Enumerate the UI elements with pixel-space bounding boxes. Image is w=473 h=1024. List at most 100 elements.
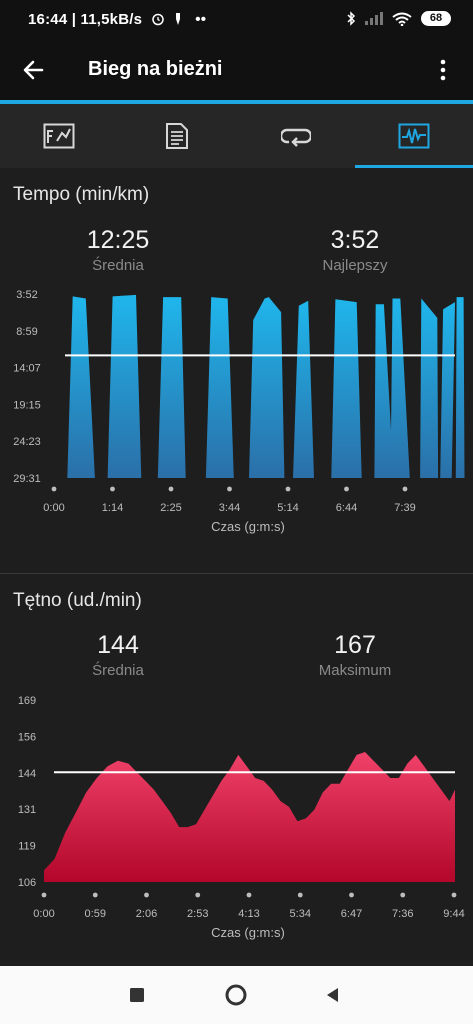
recents-square-icon[interactable] [128, 986, 146, 1004]
pace-average-stat: 12:25 Średnia [38, 226, 198, 274]
system-nav-bar [0, 966, 473, 1024]
y-tick-label: 3:52 [16, 289, 37, 301]
x-tick-label: 4:13 [238, 908, 259, 920]
status-left-text: 16:44 | 11,5kB/s [28, 11, 143, 28]
accent-line [0, 100, 473, 104]
pace-area-segment [293, 300, 314, 478]
x-tick-dot [402, 486, 408, 492]
pace-area-segment [67, 296, 95, 478]
more-options-icon[interactable] [429, 56, 457, 84]
x-tick-label: 2:53 [187, 908, 208, 920]
x-tick-label: 1:14 [102, 502, 123, 514]
pace-area-segment [249, 297, 285, 478]
pace-area-segment [107, 294, 142, 478]
x-axis-label: Czas (g:m:s) [211, 925, 285, 940]
tab-laps[interactable] [237, 104, 355, 168]
alarm-icon [151, 13, 164, 26]
bluetooth-icon [347, 11, 356, 26]
x-tick-label: 0:00 [43, 502, 64, 514]
battery-indicator: 68 [421, 11, 451, 26]
y-tick-label: 8:59 [16, 326, 37, 338]
x-tick-dot [195, 892, 201, 898]
tab-graphs[interactable] [354, 104, 473, 168]
page-title: Bieg na bieżni [88, 58, 223, 80]
back-triangle-icon[interactable] [323, 985, 343, 1005]
status-bar: 16:44 | 11,5kB/s •• 68 [0, 0, 473, 42]
y-tick-label: 156 [18, 731, 36, 743]
pace-area-segment [455, 297, 465, 478]
x-tick-label: 5:14 [277, 502, 298, 514]
pace-average-value: 12:25 [86, 226, 150, 254]
pace-area-segment [440, 302, 455, 478]
y-tick-label: 14:07 [13, 363, 41, 375]
x-tick-dot [144, 892, 149, 898]
x-tick-dot [227, 486, 232, 492]
y-tick-label: 106 [18, 877, 36, 889]
pace-area-segment [331, 299, 362, 478]
heart-rate-chart: 169 156 144 131 119 106 0:00 0:59 2:06 2:53 4:13 5:… [18, 695, 465, 940]
laps-loop-icon [280, 128, 311, 147]
x-tick-label: 9:44 [443, 908, 464, 920]
x-tick-dot [349, 892, 354, 898]
details-document-icon [166, 123, 189, 149]
x-tick-label: 6:47 [341, 908, 362, 920]
y-tick-label: 131 [18, 804, 36, 816]
y-tick-label: 29:31 [13, 473, 41, 485]
y-tick-label: 19:15 [13, 399, 41, 411]
x-tick-label: 2:25 [160, 502, 181, 514]
x-tick-label: 7:39 [394, 502, 415, 514]
pace-area-segment [205, 297, 234, 478]
notification-pin-icon [175, 13, 180, 25]
x-tick-dot [344, 486, 349, 492]
hr-average-label: Średnia [92, 662, 144, 679]
x-tick-label: 2:06 [136, 908, 157, 920]
hr-average-value: 144 [97, 631, 139, 659]
y-tick-label: 119 [18, 841, 36, 853]
tab-details[interactable] [118, 104, 236, 168]
heart-rate-area [44, 752, 455, 882]
summary-chart-icon [43, 123, 75, 149]
pace-area-segment [420, 298, 439, 478]
x-tick-dot [451, 892, 457, 898]
x-tick-dot [400, 892, 406, 898]
x-tick-dot [297, 892, 303, 898]
y-tick-label: 144 [18, 768, 36, 780]
tab-bar [0, 104, 473, 168]
hr-section-title: Tętno (ud./min) [13, 590, 142, 611]
x-tick-dot [51, 486, 57, 492]
pace-chart: 3:52 8:59 14:07 19:15 24:23 29:31 0:00 1:14 2:25… [13, 289, 465, 534]
hr-max-value: 167 [334, 631, 376, 659]
x-tick-dot [92, 892, 98, 898]
graphs-icon [398, 123, 430, 149]
tab-summary[interactable] [0, 104, 118, 168]
x-tick-label: 0:00 [33, 908, 54, 920]
x-tick-label: 3:44 [219, 502, 240, 514]
home-circle-icon[interactable] [224, 983, 248, 1007]
hr-max-stat: 167 Maksimum [275, 631, 435, 679]
pace-best-stat: 3:52 Najlepszy [275, 226, 435, 274]
y-tick-label: 169 [18, 695, 36, 707]
x-tick-label: 0:59 [85, 908, 106, 920]
x-tick-dot [168, 486, 174, 492]
pace-best-value: 3:52 [330, 226, 380, 254]
wifi-icon [392, 12, 412, 26]
y-tick-label: 24:23 [13, 436, 41, 448]
x-tick-dot [110, 486, 115, 492]
hr-average-stat: 144 Średnia [38, 631, 198, 679]
pace-average-label: Średnia [92, 257, 144, 274]
pace-area-segment [157, 297, 186, 478]
back-arrow-icon[interactable] [20, 56, 48, 84]
x-tick-label: 7:36 [392, 908, 413, 920]
x-tick-dot [285, 486, 291, 492]
x-axis-label: Czas (g:m:s) [211, 519, 285, 534]
pace-area-segment [374, 304, 394, 478]
pace-best-label: Najlepszy [322, 257, 388, 274]
x-tick-dot [246, 892, 252, 898]
status-time-speed: 16:44 | 11,5kB/s •• [28, 11, 206, 28]
status-icons: 68 [346, 11, 451, 26]
pace-area-segment [390, 298, 410, 478]
app-bar: Bieg na bieżni [0, 42, 473, 100]
section-divider [0, 573, 473, 574]
hr-max-label: Maksimum [318, 662, 392, 679]
more-notifications-icon: •• [195, 11, 207, 28]
